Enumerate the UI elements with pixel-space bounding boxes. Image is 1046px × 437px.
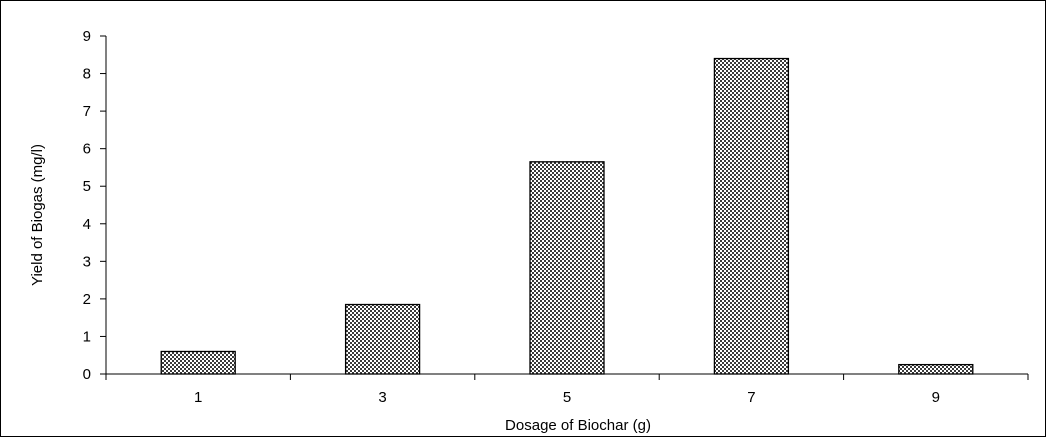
y-tick-label-8: 8 — [83, 66, 91, 83]
y-tick-label-1: 1 — [83, 328, 91, 345]
x-tick-label-9: 9 — [932, 389, 940, 406]
bar-5 — [529, 161, 605, 375]
plot-area: 0 1 2 3 4 5 6 7 8 9 1 3 5 7 9 — [83, 28, 1029, 406]
bar-1 — [160, 350, 236, 375]
bar-7 — [713, 57, 790, 375]
y-tick-label-0: 0 — [83, 366, 91, 383]
x-tick-label-5: 5 — [563, 389, 571, 406]
bar-3 — [344, 303, 421, 375]
x-tick-label-3: 3 — [378, 389, 386, 406]
y-tick-label-6: 6 — [83, 141, 91, 158]
y-tick-label-3: 3 — [83, 253, 91, 270]
x-tick-label-7: 7 — [747, 389, 755, 406]
x-axis-title: Dosage of Biochar (g) — [505, 417, 651, 434]
bar-9 — [898, 363, 974, 375]
y-tick-label-2: 2 — [83, 291, 91, 308]
y-tick-label-9: 9 — [83, 28, 91, 45]
y-tick-label-4: 4 — [83, 216, 91, 233]
y-axis-title: Yield of Biogas (mg/l) — [29, 144, 46, 286]
x-tick-label-1: 1 — [194, 389, 202, 406]
y-tick-label-7: 7 — [83, 103, 91, 120]
y-tick-label-5: 5 — [83, 178, 91, 195]
